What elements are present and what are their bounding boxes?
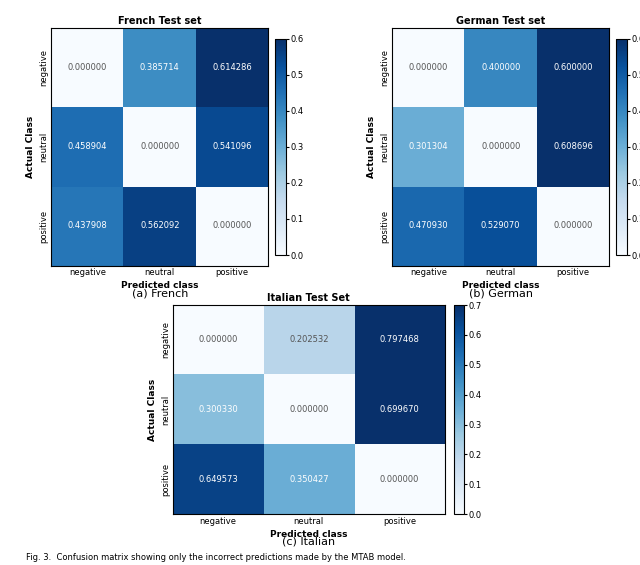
Text: 0.649573: 0.649573 <box>198 475 238 484</box>
Text: 0.608696: 0.608696 <box>553 142 593 151</box>
Text: 0.614286: 0.614286 <box>212 63 252 72</box>
Text: (c) Italian: (c) Italian <box>282 537 335 547</box>
X-axis label: Predicted class: Predicted class <box>121 281 198 290</box>
Text: 0.562092: 0.562092 <box>140 221 180 231</box>
Text: 0.541096: 0.541096 <box>212 142 252 151</box>
Text: 0.000000: 0.000000 <box>68 63 107 72</box>
Text: 0.000000: 0.000000 <box>140 142 179 151</box>
Text: 0.400000: 0.400000 <box>481 63 520 72</box>
Y-axis label: Actual Class: Actual Class <box>26 116 35 178</box>
Text: 0.458904: 0.458904 <box>68 142 107 151</box>
Text: 0.202532: 0.202532 <box>289 336 328 345</box>
Text: Fig. 3.  Confusion matrix showing only the incorrect predictions made by the MTA: Fig. 3. Confusion matrix showing only th… <box>26 553 406 562</box>
Text: 0.385714: 0.385714 <box>140 63 180 72</box>
Text: 0.797468: 0.797468 <box>380 336 419 345</box>
Text: 0.000000: 0.000000 <box>380 475 419 484</box>
Text: 0.000000: 0.000000 <box>212 221 252 231</box>
Text: 0.350427: 0.350427 <box>289 475 328 484</box>
Text: 0.300330: 0.300330 <box>198 405 238 414</box>
Text: 0.470930: 0.470930 <box>408 221 448 231</box>
Text: 0.000000: 0.000000 <box>481 142 520 151</box>
Text: 0.000000: 0.000000 <box>198 336 238 345</box>
X-axis label: Predicted class: Predicted class <box>270 530 348 539</box>
X-axis label: Predicted class: Predicted class <box>462 281 540 290</box>
Y-axis label: Actual Class: Actual Class <box>367 116 376 178</box>
Text: 0.437908: 0.437908 <box>68 221 108 231</box>
Text: 0.699670: 0.699670 <box>380 405 419 414</box>
Text: 0.600000: 0.600000 <box>554 63 593 72</box>
Text: 0.000000: 0.000000 <box>289 405 328 414</box>
Text: (b) German: (b) German <box>468 288 532 298</box>
Y-axis label: Actual Class: Actual Class <box>148 379 157 441</box>
Title: French Test set: French Test set <box>118 16 202 26</box>
Text: 0.000000: 0.000000 <box>408 63 448 72</box>
Text: 0.301304: 0.301304 <box>408 142 448 151</box>
Title: German Test set: German Test set <box>456 16 545 26</box>
Title: Italian Test Set: Italian Test Set <box>268 293 350 303</box>
Text: (a) French: (a) French <box>132 288 188 298</box>
Text: 0.529070: 0.529070 <box>481 221 520 231</box>
Text: 0.000000: 0.000000 <box>554 221 593 231</box>
